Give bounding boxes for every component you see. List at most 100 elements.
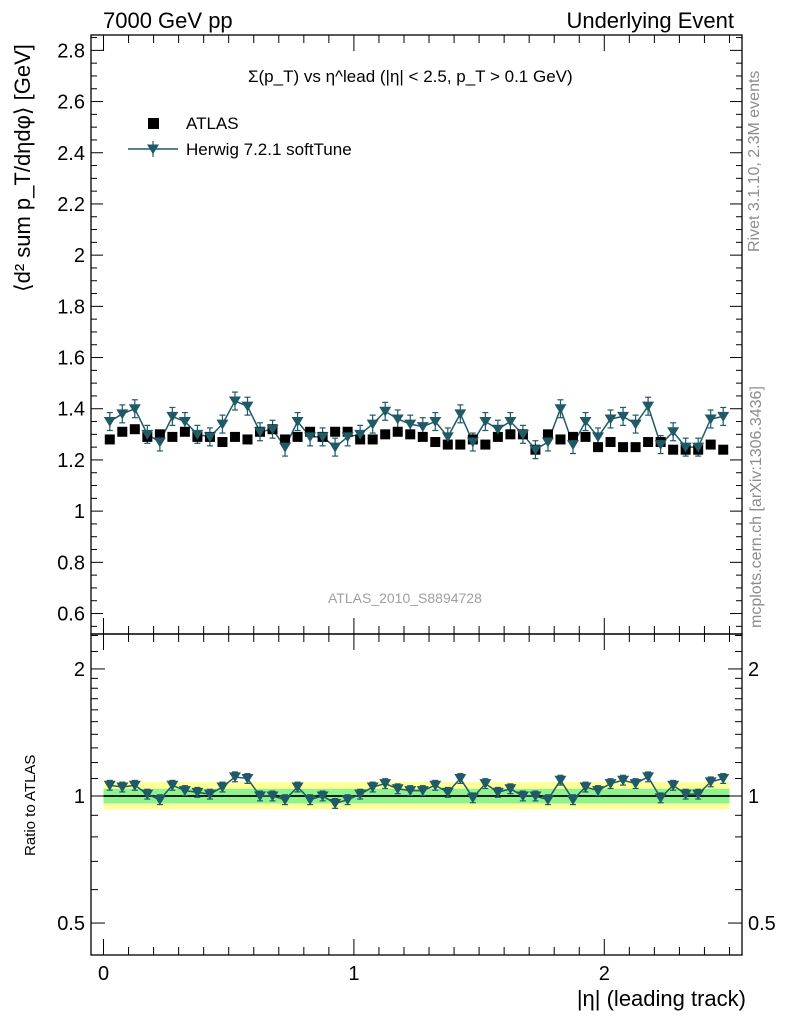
herwig-point-main — [429, 417, 442, 427]
atlas-data-point — [630, 442, 641, 453]
herwig-ratio-point — [166, 780, 179, 791]
herwig-point-main — [629, 419, 642, 430]
herwig-ratio-point — [617, 775, 630, 786]
herwig-point-main — [617, 411, 630, 422]
atlas-data-point — [292, 431, 303, 442]
legend-label-atlas: ATLAS — [186, 114, 239, 133]
herwig-point-main — [354, 429, 367, 440]
tick-labels: 0.6 0.8 1 1.2 1.4 1.6 1.8 2 2.2 2.4 2.6 2.8 0 1 2 0.5 0.… — [57, 40, 776, 985]
atlas-data-point — [668, 444, 679, 455]
herwig-ratio-point — [466, 793, 479, 804]
atlas-data-point — [542, 429, 553, 440]
herwig-point-main — [516, 429, 529, 440]
y-tick-label-main: 1 — [74, 501, 85, 523]
herwig-point-main — [679, 442, 692, 453]
herwig-point-main — [228, 396, 241, 407]
herwig-ratio-point — [153, 795, 166, 806]
atlas-data-point — [104, 434, 115, 445]
herwig-ratio-point — [416, 786, 429, 796]
x-axis-label: |η| (leading track) — [576, 986, 746, 1011]
herwig-ratio-point — [454, 774, 467, 784]
herwig-point-main — [291, 417, 304, 427]
herwig-ratio-point — [329, 798, 342, 809]
atlas-data-point — [380, 429, 391, 440]
herwig-point-main — [554, 404, 567, 415]
atlas-data-point — [480, 439, 491, 450]
herwig-point-main — [491, 424, 504, 435]
atlas-data-point — [417, 431, 428, 442]
herwig-ratio-point — [566, 795, 579, 806]
herwig-point-main — [178, 417, 191, 427]
y-tick-label-ratio-left: 1 — [74, 786, 85, 808]
herwig-ratio-point — [429, 780, 442, 791]
atlas-data-point — [167, 431, 178, 442]
herwig-point-main — [166, 411, 179, 422]
atlas-data-point — [117, 426, 128, 437]
herwig-point-main — [203, 432, 216, 443]
y-tick-label-main: 2 — [74, 245, 85, 267]
rivet-version-label: Rivet 3.1.10, 2.3M events — [746, 70, 763, 252]
atlas-data-point — [430, 437, 441, 448]
y-tick-label-main: 1.8 — [57, 296, 85, 318]
x-tick-label: 1 — [348, 963, 359, 985]
herwig-ratio-point — [479, 779, 492, 789]
herwig-point-main — [391, 414, 404, 425]
herwig-point-main — [566, 440, 579, 450]
herwig-ratio-point — [404, 786, 417, 796]
y-tick-label-ratio-right: 0.5 — [748, 913, 776, 935]
herwig-point-main — [191, 429, 204, 440]
herwig-ratio-point — [379, 779, 392, 789]
herwig-ratio-point — [341, 795, 354, 806]
series-layer — [103, 391, 730, 809]
y-axis-label-main: ⟨d² sum p_T/dηdφ⟩ [GeV] — [10, 44, 35, 292]
atlas-data-point — [392, 426, 403, 437]
herwig-ratio-point — [178, 786, 191, 796]
legend-marker-herwig — [147, 144, 159, 155]
herwig-point-main — [116, 409, 129, 420]
chart-title: Σ(p_T) vs η^lead (|η| < 2.5, p_T > 0.1 G… — [248, 67, 573, 86]
y-tick-label-main: 2.2 — [57, 194, 85, 216]
herwig-point-main — [654, 440, 667, 450]
y-tick-label-main: 2.6 — [57, 92, 85, 114]
x-tick-label: 2 — [599, 963, 610, 985]
herwig-ratio-point — [642, 772, 655, 783]
herwig-point-main — [529, 445, 542, 456]
y-axis-label-ratio: Ratio to ATLAS — [22, 754, 39, 856]
atlas-data-point — [154, 429, 165, 440]
herwig-ratio-point — [366, 782, 379, 793]
herwig-ratio-point — [116, 782, 129, 793]
atlas-data-point — [505, 429, 516, 440]
y-tick-label-ratio-left: 2 — [74, 659, 85, 681]
herwig-point-main — [441, 432, 454, 443]
herwig-ratio-point — [291, 782, 304, 793]
atlas-data-point — [305, 426, 316, 437]
herwig-ratio-point — [491, 787, 504, 798]
herwig-ratio-point — [216, 782, 229, 793]
y-tick-label-main: 0.8 — [57, 552, 85, 574]
atlas-data-point — [567, 431, 578, 442]
herwig-ratio-point — [316, 791, 329, 802]
herwig-point-main — [717, 411, 730, 422]
ratio-plot-frame — [90, 633, 743, 956]
herwig-point-main — [216, 419, 229, 430]
herwig-point-main — [592, 432, 605, 443]
herwig-point-main — [329, 442, 342, 453]
herwig-ratio-point — [654, 793, 667, 804]
herwig-ratio-point — [541, 795, 554, 806]
atlas-data-point — [618, 442, 629, 453]
atlas-data-point — [342, 426, 353, 437]
atlas-data-point — [330, 426, 341, 437]
herwig-ratio-point — [717, 774, 730, 784]
herwig-ratio-point — [504, 784, 517, 795]
legend-marker-atlas — [148, 118, 159, 129]
herwig-point-main — [454, 409, 467, 420]
herwig-ratio-point — [191, 787, 204, 798]
herwig-point-main — [379, 406, 392, 417]
y-tick-label-main: 2.4 — [57, 143, 85, 165]
herwig-ratio-point — [604, 779, 617, 789]
watermark-analysis: ATLAS_2010_S8894728 — [328, 590, 482, 606]
herwig-ratio-point — [266, 791, 279, 802]
atlas-data-point — [405, 429, 416, 440]
herwig-ratio-point — [679, 789, 692, 800]
